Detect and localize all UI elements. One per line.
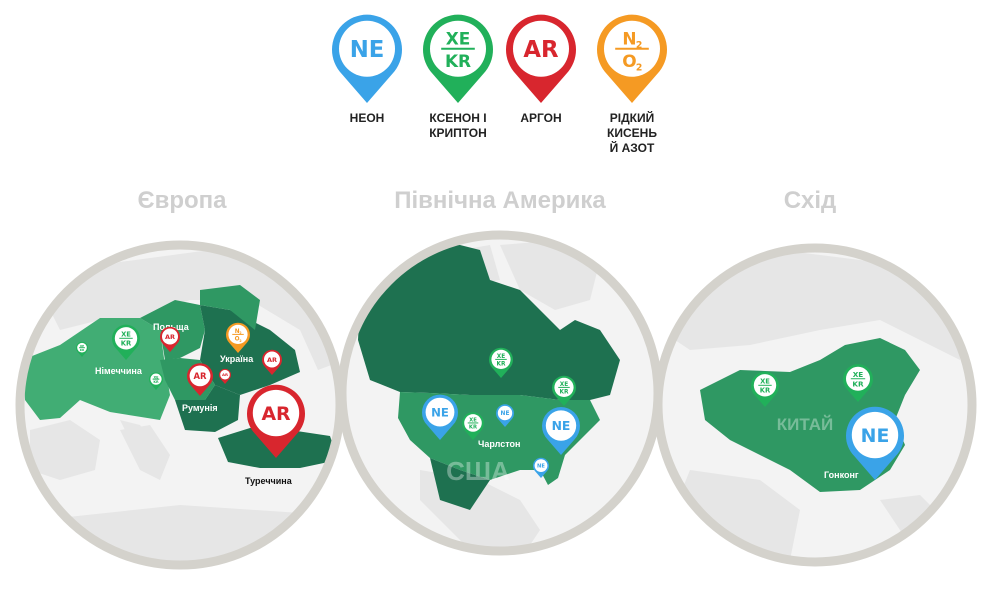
svg-text:KR: KR xyxy=(153,380,159,384)
svg-text:KR: KR xyxy=(560,390,569,396)
svg-text:KR: KR xyxy=(80,348,85,352)
svg-text:XE: XE xyxy=(80,344,84,348)
legend-label-oxygen-line3: Й АЗОТ xyxy=(610,140,655,155)
label-germany: Німеччина xyxy=(95,366,143,376)
argon-pin-icon: AR xyxy=(160,326,180,352)
svg-text:XE: XE xyxy=(469,418,477,424)
svg-text:KR: KR xyxy=(760,387,771,395)
argon-pin-icon: AR xyxy=(262,349,282,375)
svg-text:NE: NE xyxy=(350,37,385,63)
svg-text:XE: XE xyxy=(154,375,160,379)
legend-label-xenon-line2: КРИПТОН xyxy=(429,126,487,140)
svg-text:KR: KR xyxy=(121,340,132,348)
xenon-krypton-pin-icon: XE KR xyxy=(488,347,513,378)
region-title-east: Схід xyxy=(784,187,837,214)
legend-label-oxygen-line2: КИСЕНЬ xyxy=(607,126,657,140)
svg-text:AR: AR xyxy=(222,372,228,377)
svg-text:N: N xyxy=(622,29,636,49)
svg-text:NE: NE xyxy=(552,419,571,433)
label-china: КИТАЙ xyxy=(777,415,833,434)
svg-text:O: O xyxy=(622,51,636,71)
svg-text:XE: XE xyxy=(853,370,864,379)
oxygen-nitrogen-pin-icon: N 2O 2 xyxy=(225,322,251,353)
svg-text:KR: KR xyxy=(445,51,471,71)
svg-text:AR: AR xyxy=(193,371,207,381)
neon-pin-icon: NE xyxy=(495,404,514,427)
label-turkey: Туреччина xyxy=(245,476,293,486)
legend-label-oxygen-line1: РІДКИЙ xyxy=(610,110,654,125)
neon-pin-icon: NE xyxy=(532,457,549,478)
svg-text:XE: XE xyxy=(760,378,770,386)
svg-text:2: 2 xyxy=(239,331,241,335)
neon-pin-icon: NE xyxy=(541,407,580,455)
svg-text:KR: KR xyxy=(497,362,506,368)
label-usa: США xyxy=(446,456,510,486)
legend-label-xenon-line1: КСЕНОН І xyxy=(429,111,486,125)
svg-text:NE: NE xyxy=(861,425,890,447)
label-hongkong: Гонконг xyxy=(824,470,859,480)
region-title-europe: Європа xyxy=(138,187,228,214)
svg-text:XE: XE xyxy=(446,29,471,49)
argon-pin-icon: AR xyxy=(187,363,214,396)
svg-text:AR: AR xyxy=(267,356,277,364)
svg-text:2: 2 xyxy=(636,40,642,51)
legend-oxygen-nitrogen-pin-icon: N 2O 2 xyxy=(597,14,667,103)
label-ukraine: Україна xyxy=(220,354,254,364)
svg-text:XE: XE xyxy=(497,354,505,360)
label-charleston: Чарлстон xyxy=(478,439,520,449)
svg-text:N: N xyxy=(235,329,240,335)
svg-text:AR: AR xyxy=(523,37,559,63)
legend-label-neon: НЕОН xyxy=(350,111,385,125)
svg-text:NE: NE xyxy=(431,405,449,419)
legend-argon-pin-icon: AR xyxy=(506,14,576,103)
map-europe: Німеччина Польща Україна Румунія Туреччи… xyxy=(15,240,345,570)
svg-text:AR: AR xyxy=(261,403,291,425)
argon-pin-icon: AR xyxy=(218,368,231,384)
xenon-krypton-pin-icon: XE KR xyxy=(552,375,576,406)
argon-pin-icon: AR xyxy=(506,14,576,103)
svg-text:NE: NE xyxy=(501,411,510,417)
svg-text:KR: KR xyxy=(469,425,477,431)
svg-text:XE: XE xyxy=(121,331,131,339)
svg-text:KR: KR xyxy=(852,380,864,389)
country-romania xyxy=(175,385,240,432)
argon-pin-icon: AR xyxy=(247,384,305,458)
legend-label-argon: АРГОН xyxy=(520,111,561,125)
label-romania: Румунія xyxy=(182,403,218,413)
neon-pin-icon: NE xyxy=(421,394,459,440)
country-canada xyxy=(358,240,620,400)
neon-pin-icon: NE xyxy=(845,406,904,480)
svg-text:AR: AR xyxy=(165,333,175,341)
svg-text:XE: XE xyxy=(560,382,568,388)
oxygen-nitrogen-pin-icon: N 2O 2 xyxy=(597,14,667,103)
svg-text:NE: NE xyxy=(537,463,545,469)
region-title-north-america: Північна Америка xyxy=(394,187,606,214)
svg-text:2: 2 xyxy=(636,62,642,73)
svg-text:2: 2 xyxy=(239,339,241,343)
svg-text:O: O xyxy=(235,337,240,343)
legend-neon-pin-icon: NE xyxy=(332,14,402,103)
neon-pin-icon: NE xyxy=(332,14,402,103)
